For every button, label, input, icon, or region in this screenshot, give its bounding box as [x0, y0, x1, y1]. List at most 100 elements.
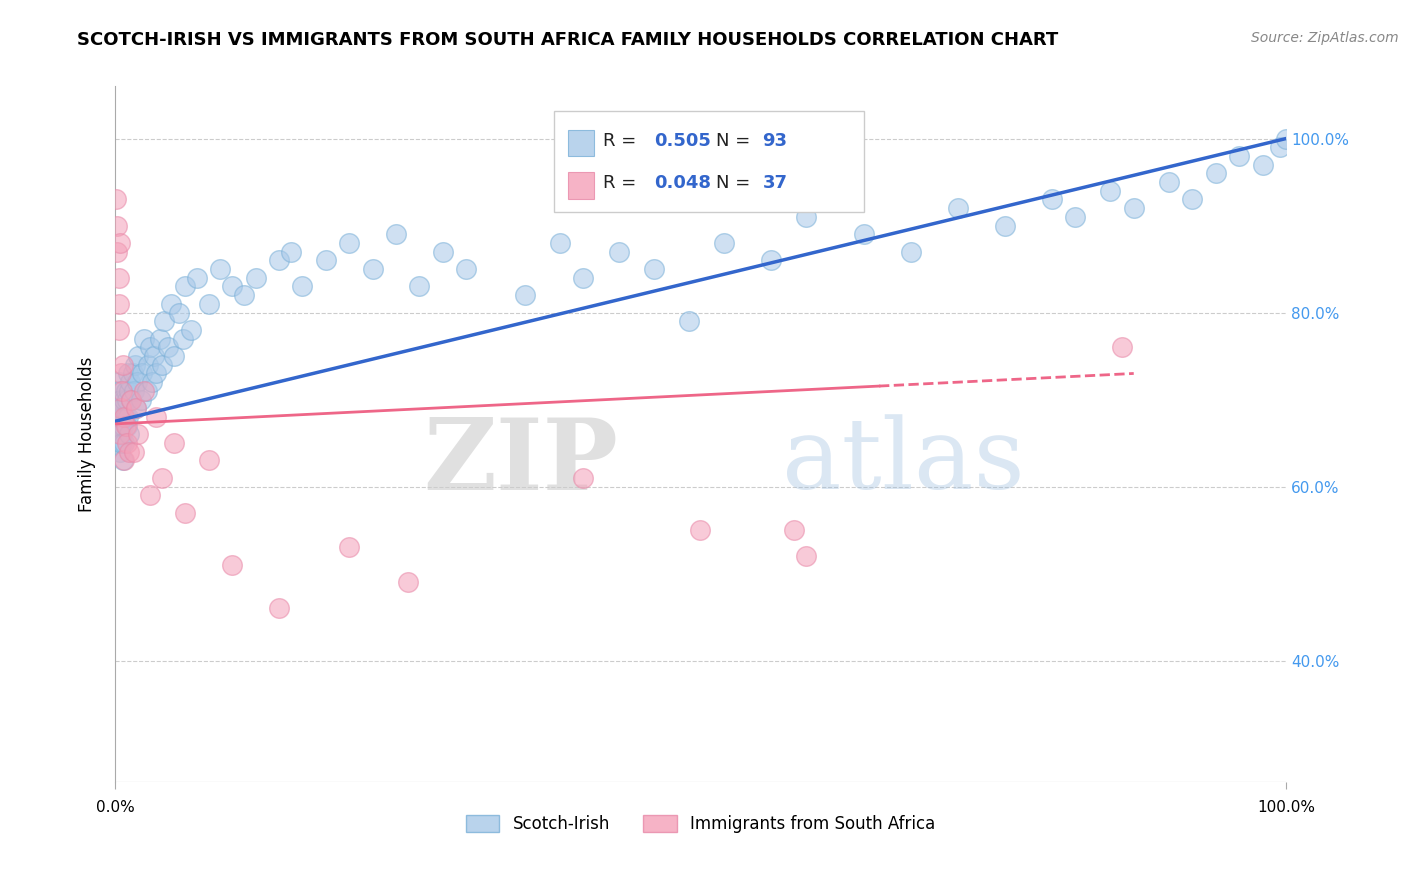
Point — [689, 523, 711, 537]
Point — [107, 270, 129, 285]
Point — [129, 392, 152, 407]
Point — [105, 244, 128, 259]
Point — [107, 375, 129, 389]
Point — [120, 375, 142, 389]
Text: N =: N = — [716, 174, 755, 193]
Point — [794, 549, 817, 563]
Point — [572, 471, 595, 485]
Point — [456, 262, 478, 277]
Point — [112, 436, 135, 450]
Text: R =: R = — [603, 132, 643, 150]
Point — [134, 384, 156, 398]
Point — [197, 453, 219, 467]
Point — [112, 409, 135, 424]
Point — [136, 358, 159, 372]
Point — [105, 401, 128, 416]
Point — [156, 340, 179, 354]
Point — [142, 349, 165, 363]
Point — [148, 332, 170, 346]
Point — [108, 409, 131, 424]
Point — [108, 384, 131, 398]
Point — [145, 367, 167, 381]
Point — [135, 384, 157, 398]
Point — [783, 523, 806, 537]
Point — [186, 270, 208, 285]
Point — [121, 367, 143, 381]
Point — [1227, 149, 1250, 163]
Point — [337, 235, 360, 250]
Point — [232, 288, 254, 302]
Point — [153, 314, 176, 328]
Point — [197, 297, 219, 311]
Point — [337, 541, 360, 555]
Point — [1064, 210, 1087, 224]
Point — [267, 601, 290, 615]
Point — [1099, 184, 1122, 198]
Point — [124, 358, 146, 372]
Point — [108, 235, 131, 250]
Point — [291, 279, 314, 293]
Point — [221, 279, 243, 293]
Point — [150, 471, 173, 485]
Point — [141, 375, 163, 389]
Point — [280, 244, 302, 259]
Point — [139, 488, 162, 502]
Point — [1181, 193, 1204, 207]
Point — [1251, 158, 1274, 172]
Point — [1157, 175, 1180, 189]
Point — [1111, 340, 1133, 354]
Point — [111, 436, 134, 450]
Point — [1275, 131, 1298, 145]
Point — [111, 409, 134, 424]
Point — [1122, 201, 1144, 215]
Point — [127, 427, 149, 442]
Point — [114, 418, 136, 433]
Point — [267, 253, 290, 268]
Point — [643, 262, 665, 277]
Point — [1040, 193, 1063, 207]
Legend: Scotch-Irish, Immigrants from South Africa: Scotch-Irish, Immigrants from South Afri… — [465, 815, 935, 833]
Point — [160, 297, 183, 311]
Point — [432, 244, 454, 259]
Text: N =: N = — [716, 132, 755, 150]
Point — [108, 444, 131, 458]
Point — [110, 401, 132, 416]
Point — [110, 418, 132, 433]
Point — [759, 253, 782, 268]
Point — [125, 401, 148, 416]
Point — [108, 427, 131, 442]
Point — [118, 444, 141, 458]
Point — [112, 453, 135, 467]
Point — [548, 235, 571, 250]
Point — [120, 392, 142, 407]
Point — [408, 279, 430, 293]
Point — [117, 409, 139, 424]
Point — [122, 384, 145, 398]
Text: 37: 37 — [762, 174, 787, 193]
Point — [111, 384, 134, 398]
Point — [1268, 140, 1291, 154]
Text: 93: 93 — [762, 132, 787, 150]
Point — [110, 392, 132, 407]
Point — [127, 375, 149, 389]
FancyBboxPatch shape — [554, 111, 865, 211]
Y-axis label: Family Households: Family Households — [79, 357, 96, 512]
Point — [112, 358, 135, 372]
Text: Source: ZipAtlas.com: Source: ZipAtlas.com — [1251, 31, 1399, 45]
Point — [513, 288, 536, 302]
Point — [994, 219, 1017, 233]
Point — [118, 384, 141, 398]
Point — [145, 409, 167, 424]
Point — [172, 332, 194, 346]
Point — [115, 436, 138, 450]
Point — [853, 227, 876, 242]
Text: ZIP: ZIP — [423, 414, 619, 511]
Point — [127, 349, 149, 363]
Point — [114, 384, 136, 398]
Point — [162, 436, 184, 450]
Point — [174, 279, 197, 293]
Point — [112, 392, 135, 407]
Point — [572, 270, 595, 285]
Point — [713, 235, 735, 250]
Point — [112, 418, 135, 433]
